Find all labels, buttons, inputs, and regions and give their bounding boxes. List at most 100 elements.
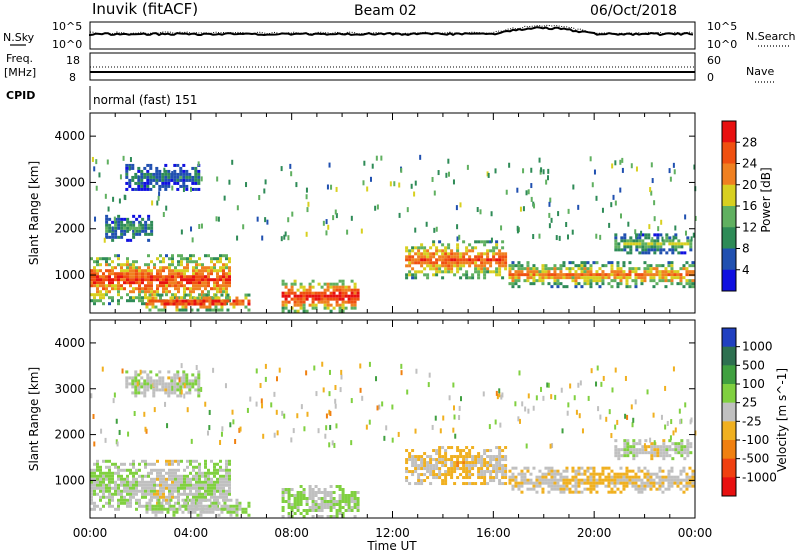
echo-cell xyxy=(93,269,96,273)
echo-cell xyxy=(167,376,171,380)
echo-cell xyxy=(118,198,121,204)
echo-cell xyxy=(465,464,469,468)
echo-cell xyxy=(559,282,563,286)
echo-cell xyxy=(162,212,165,218)
echo-cell xyxy=(356,506,360,509)
echo-cell xyxy=(151,507,155,511)
echo-cell xyxy=(178,308,182,312)
echo-cell xyxy=(438,470,442,474)
echo-cell xyxy=(577,264,581,268)
echo-cell xyxy=(213,462,216,466)
echo-cell xyxy=(138,287,141,291)
nsearch-tick-low: 10^0 xyxy=(707,38,737,51)
echo-cell xyxy=(232,299,236,303)
echo-cell xyxy=(676,270,680,274)
echo-cell xyxy=(135,266,138,270)
echo-cell xyxy=(635,454,639,458)
echo-cell xyxy=(132,477,135,481)
echo-cell xyxy=(501,261,505,265)
echo-cell xyxy=(638,451,642,455)
echo-cell xyxy=(150,495,153,499)
echo-cell xyxy=(480,458,484,462)
echo-cell xyxy=(664,279,668,283)
echo-cell xyxy=(595,478,599,482)
echo-cell xyxy=(568,478,572,482)
echo-cell xyxy=(211,507,215,511)
echo-cell xyxy=(320,500,324,503)
echo-cell xyxy=(674,448,678,452)
echo-cell xyxy=(171,471,174,475)
echo-cell xyxy=(459,473,463,477)
echo-cell xyxy=(183,287,186,291)
echo-cell xyxy=(135,296,138,300)
echo-cell xyxy=(629,239,633,243)
echo-cell xyxy=(525,190,528,196)
echo-cell xyxy=(423,267,427,271)
echo-cell xyxy=(186,477,189,481)
echo-cell xyxy=(670,475,674,479)
echo-cell xyxy=(627,221,630,227)
echo-cell xyxy=(652,481,656,485)
echo-cell xyxy=(679,478,683,482)
echo-cell xyxy=(535,395,538,401)
echo-cell xyxy=(504,464,508,468)
echo-cell xyxy=(180,480,183,484)
echo-cell xyxy=(617,248,621,252)
echo-cell xyxy=(317,497,321,500)
echo-cell xyxy=(194,382,198,386)
echo-cell xyxy=(671,242,675,246)
echo-cell xyxy=(353,297,357,301)
echo-cell xyxy=(143,385,147,389)
echo-cell xyxy=(208,308,212,312)
echo-cell xyxy=(143,382,147,386)
echo-cell xyxy=(338,494,342,497)
echo-cell xyxy=(191,175,195,179)
echo-cell xyxy=(517,285,521,289)
echo-cell xyxy=(132,229,136,233)
echo-cell xyxy=(132,275,135,279)
echo-cell xyxy=(171,263,174,267)
echo-cell xyxy=(232,510,236,514)
echo-cell xyxy=(111,235,115,239)
echo-cell xyxy=(586,487,590,491)
echo-cell xyxy=(244,507,248,511)
echo-cell xyxy=(586,273,590,277)
echo-cell xyxy=(593,169,596,175)
echo-cell xyxy=(238,427,241,433)
echo-cell xyxy=(614,451,618,455)
echo-cell xyxy=(189,489,192,493)
echo-cell xyxy=(553,469,557,473)
echo-cell xyxy=(553,478,557,482)
echo-cell xyxy=(465,261,469,265)
echo-cell xyxy=(146,388,150,392)
echo-cell xyxy=(631,478,635,482)
echo-cell xyxy=(222,468,225,472)
echo-cell xyxy=(586,481,590,485)
echo-cell xyxy=(347,509,351,512)
echo-cell xyxy=(125,382,129,386)
echo-cell xyxy=(93,275,96,279)
echo-cell xyxy=(135,471,138,475)
echo-cell xyxy=(153,495,156,499)
echo-cell xyxy=(535,279,539,283)
echo-cell xyxy=(198,278,201,282)
echo-cell xyxy=(255,401,258,407)
echo-cell xyxy=(159,477,162,481)
echo-cell xyxy=(140,184,144,188)
echo-cell xyxy=(171,257,174,261)
echo-cell xyxy=(680,454,684,458)
echo-cell xyxy=(677,442,681,446)
echo-cell xyxy=(529,487,533,491)
echo-cell xyxy=(673,276,677,280)
echo-cell xyxy=(432,267,436,271)
echo-cell xyxy=(661,279,665,283)
echo-cell xyxy=(670,276,674,280)
echo-cell xyxy=(132,287,135,291)
echo-cell xyxy=(321,361,324,367)
echo-cell xyxy=(126,501,129,505)
echo-cell xyxy=(108,278,111,282)
echo-cell xyxy=(151,504,155,508)
echo-cell xyxy=(176,187,180,191)
echo-cell xyxy=(365,424,368,430)
echo-cell xyxy=(141,477,144,481)
